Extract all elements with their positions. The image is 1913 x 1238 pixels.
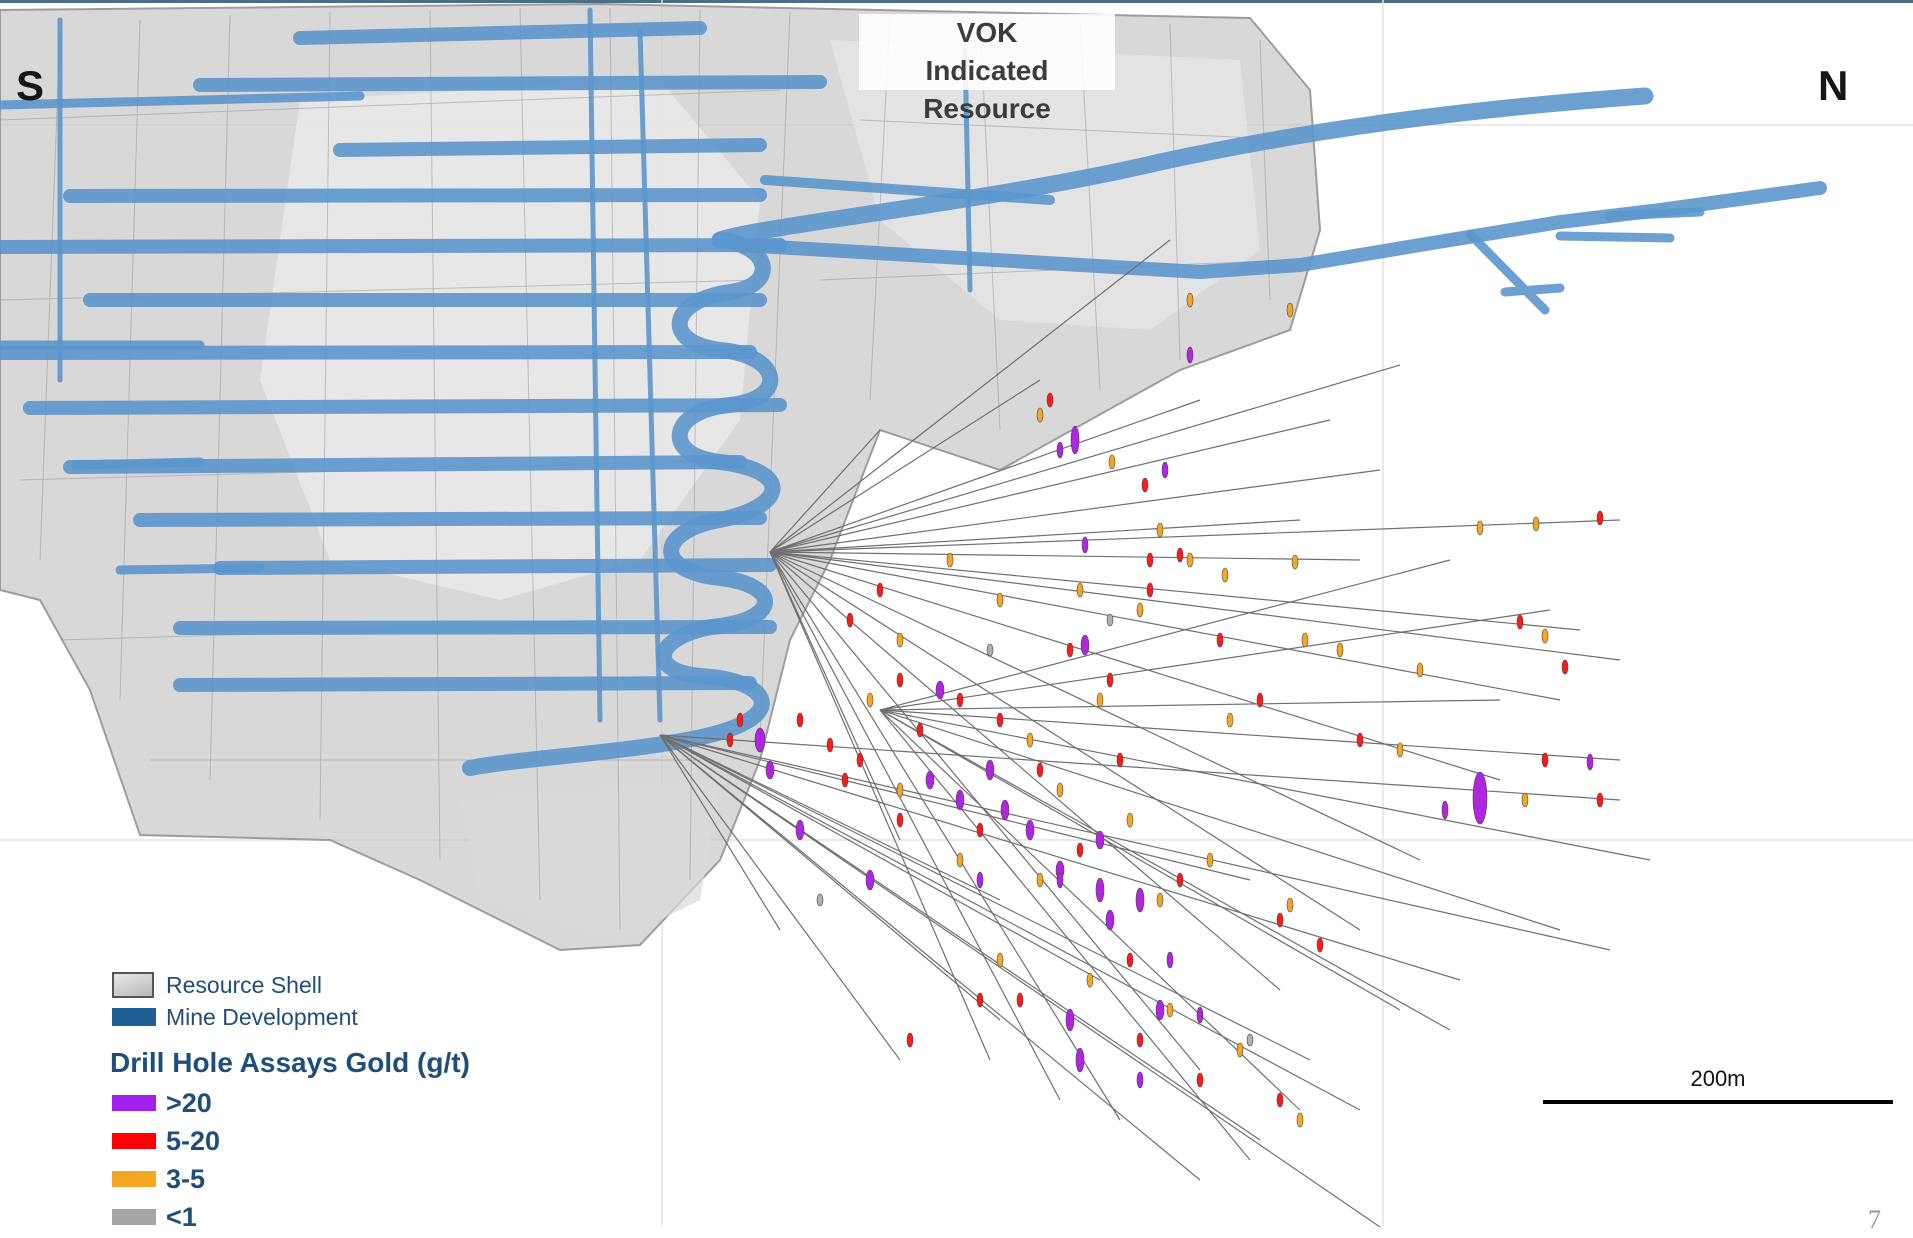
top-border-line	[0, 0, 1913, 3]
drill-hole-traces	[659, 239, 1651, 1227]
resource-shell-label: Resource Shell	[166, 972, 322, 998]
mine-development-label: Mine Development	[166, 1004, 358, 1030]
assay-intervals	[726, 292, 1604, 1128]
map-title: VOK Indicated Resource	[859, 14, 1115, 124]
legend-item-mine-development: Mine Development	[110, 1000, 530, 1032]
assay-lt1-swatch	[112, 1209, 156, 1225]
assay-5-20-label: 5-20	[166, 1126, 221, 1156]
scale-bar-label: 200m	[1690, 1066, 1746, 1091]
assay-5-20-swatch	[112, 1133, 156, 1149]
assay-legend-title: Drill Hole Assays Gold (g/t)	[110, 1047, 470, 1078]
assay-gt20-label: >20	[166, 1088, 212, 1118]
legend-item-assay-lt1: <1	[110, 1200, 530, 1238]
assay-3-5-label: 3-5	[166, 1164, 206, 1194]
north-direction-label: N	[1818, 62, 1849, 109]
assay-gt20-swatch	[112, 1095, 156, 1111]
title-line-1: VOK	[956, 17, 1018, 48]
mine-development	[0, 7, 1827, 776]
legend: Resource Shell Mine Development Drill Ho…	[110, 968, 530, 1238]
resource-shell-swatch	[112, 972, 154, 998]
south-direction-label: S	[16, 62, 45, 109]
legend-item-assay-5-20: 5-20	[110, 1124, 530, 1162]
legend-item-assay-3-5: 3-5	[110, 1162, 530, 1200]
legend-item-resource-shell: Resource Shell	[110, 968, 530, 1000]
title-line-2: Indicated Resource	[923, 55, 1051, 124]
legend-item-assay-gt20: >20	[110, 1086, 530, 1124]
scale-bar-line	[1543, 1100, 1893, 1104]
mine-development-swatch	[112, 1008, 156, 1026]
scale-bar: 200m	[1543, 1066, 1893, 1104]
page-number: 7	[1868, 1205, 1881, 1234]
assay-3-5-swatch	[112, 1171, 156, 1187]
assay-lt1-label: <1	[166, 1202, 197, 1232]
